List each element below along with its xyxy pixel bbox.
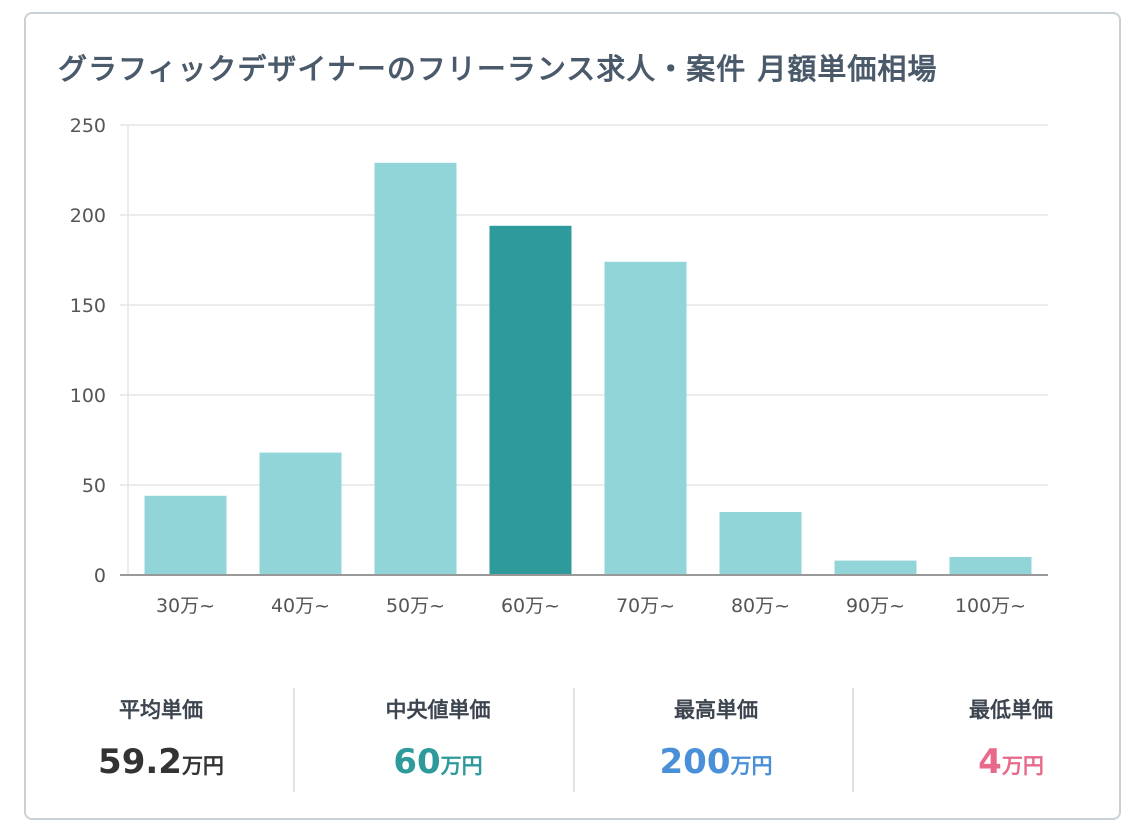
bar-40万~ bbox=[259, 452, 342, 575]
stat-average: 平均単価 59.2万円 bbox=[26, 688, 296, 792]
y-tick-label: 100 bbox=[70, 385, 106, 407]
bar-50万~ bbox=[374, 162, 457, 576]
chart-card bbox=[24, 12, 1121, 820]
stat-min-value-wrap: 4万円 bbox=[882, 742, 1140, 782]
stat-max-value: 200 bbox=[659, 742, 731, 782]
y-tick-label: 250 bbox=[70, 115, 106, 137]
bar-30万~ bbox=[144, 495, 227, 575]
y-tick-label: 50 bbox=[82, 475, 106, 497]
x-tick-label: 100万~ bbox=[955, 595, 1026, 617]
bar-chart: 0 50 100 150 200 250 30万~ 40万~ 50万~ 60万~ 70万~ 80万~ 9… bbox=[70, 115, 1048, 617]
y-tick-label: 0 bbox=[94, 565, 106, 587]
x-tick-label: 90万~ bbox=[846, 595, 905, 617]
stat-divider bbox=[852, 688, 854, 792]
x-tick-label: 30万~ bbox=[156, 595, 215, 617]
stat-divider bbox=[293, 688, 295, 792]
stat-median-value: 60 bbox=[393, 742, 441, 782]
stat-median: 中央値単価 60万円 bbox=[308, 688, 568, 792]
stat-median-unit: 万円 bbox=[440, 754, 483, 778]
stat-min-label: 最低単価 bbox=[969, 698, 1053, 722]
stat-average-value: 59.2 bbox=[98, 742, 182, 782]
stats-row: 平均単価 59.2万円 中央値単価 60万円 最高単価 200万円 最低単価 4… bbox=[26, 688, 1120, 792]
stat-min-value: 4 bbox=[978, 742, 1002, 782]
stat-min: 最低単価 4万円 bbox=[882, 688, 1140, 792]
stat-divider bbox=[573, 688, 575, 792]
stat-max-value-wrap: 200万円 bbox=[586, 742, 846, 782]
stat-median-value-wrap: 60万円 bbox=[308, 742, 568, 782]
stat-average-unit: 万円 bbox=[181, 754, 224, 778]
x-tick-label: 40万~ bbox=[271, 595, 330, 617]
bar-70万~ bbox=[604, 261, 687, 575]
bar-80万~ bbox=[719, 512, 802, 575]
stat-max-label: 最高単価 bbox=[674, 698, 758, 722]
y-tick-label: 200 bbox=[70, 205, 106, 227]
stat-max: 最高単価 200万円 bbox=[586, 688, 846, 792]
x-tick-label: 50万~ bbox=[386, 595, 445, 617]
bar-60万~ bbox=[489, 225, 572, 576]
x-tick-label: 70万~ bbox=[616, 595, 675, 617]
x-tick-label: 80万~ bbox=[731, 595, 790, 617]
x-tick-label: 60万~ bbox=[501, 595, 560, 617]
stat-median-label: 中央値単価 bbox=[385, 698, 491, 722]
stat-average-label: 平均単価 bbox=[119, 698, 203, 722]
stat-min-unit: 万円 bbox=[1001, 754, 1044, 778]
bar-90万~ bbox=[834, 560, 917, 575]
y-tick-label: 150 bbox=[70, 295, 106, 317]
stat-average-value-wrap: 59.2万円 bbox=[26, 742, 296, 782]
bar-100万~ bbox=[949, 557, 1032, 575]
chart-title: グラフィックデザイナーのフリーランス求人・案件 月額単価相場 bbox=[58, 52, 938, 86]
stat-max-unit: 万円 bbox=[730, 754, 773, 778]
